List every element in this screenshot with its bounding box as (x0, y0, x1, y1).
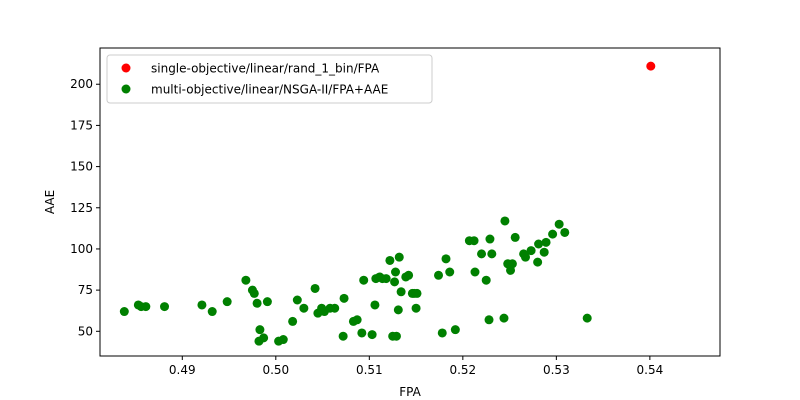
data-point-s1-43 (391, 331, 401, 341)
data-point-s1-59 (469, 236, 479, 246)
data-point-s1-21 (310, 283, 320, 293)
data-point-s1-18 (288, 316, 298, 326)
y-axis: 50 75 100 125 150 175 200 (70, 77, 100, 338)
data-point-s1-34 (370, 300, 380, 310)
data-point-s1-82 (560, 227, 570, 237)
legend-box (106, 54, 433, 104)
data-point-s1-13 (255, 325, 265, 335)
data-point-s1-81 (554, 219, 564, 229)
data-point-s1-5 (197, 300, 207, 310)
x-tick-label-0: 0.49 (169, 363, 196, 377)
x-tick-label-3: 0.52 (449, 363, 476, 377)
data-point-s1-80 (548, 229, 558, 239)
data-point-s1-72 (510, 232, 520, 242)
data-point-s1-83 (582, 313, 592, 323)
legend-label-multi-objective: multi-objective/linear/NSGA-II/FPA+AAE (151, 83, 388, 97)
data-point-s1-76 (533, 257, 543, 267)
legend: single-objective/linear/rand_1_bin/FPA m… (106, 54, 433, 104)
data-point-s1-27 (338, 331, 348, 341)
data-point-s1-61 (477, 249, 487, 259)
data-point-s1-60 (470, 267, 480, 277)
data-point-s1-77 (534, 239, 544, 249)
data-point-s1-10 (249, 288, 259, 298)
data-point-s1-6 (207, 307, 217, 317)
data-point-s1-54 (437, 328, 447, 338)
data-point-s1-41 (390, 277, 400, 287)
data-point-s1-48 (404, 270, 414, 280)
data-point-s1-8 (241, 275, 251, 285)
data-point-s0-0 (646, 61, 656, 71)
data-point-s1-15 (262, 297, 272, 307)
data-point-s1-75 (526, 246, 536, 256)
data-point-s1-26 (330, 303, 340, 313)
x-axis-label: FPA (399, 385, 421, 399)
y-tick-label-1: 75 (78, 283, 93, 297)
y-tick-label-2: 100 (70, 242, 93, 256)
data-point-s1-31 (357, 328, 367, 338)
data-point-s1-38 (381, 274, 391, 284)
y-tick-label-5: 175 (70, 118, 93, 132)
y-tick-label-4: 150 (70, 160, 93, 174)
y-tick-label-0: 50 (78, 324, 93, 338)
data-point-s1-78 (539, 247, 549, 257)
x-tick-label-1: 0.50 (262, 363, 289, 377)
x-tick-label-4: 0.53 (543, 363, 570, 377)
data-point-s1-66 (499, 313, 509, 323)
data-point-s1-51 (411, 303, 421, 313)
data-point-s1-30 (352, 315, 362, 325)
x-axis: 0.49 0.50 0.51 0.52 0.53 0.54 (169, 356, 663, 377)
data-point-s1-65 (487, 249, 497, 259)
data-point-s1-14 (259, 333, 269, 343)
data-point-s1-3 (141, 302, 151, 312)
data-point-s1-17 (278, 335, 288, 345)
legend-label-single-objective: single-objective/linear/rand_1_bin/FPA (151, 62, 380, 76)
data-point-s1-42 (391, 267, 401, 277)
data-point-s1-19 (292, 295, 302, 305)
data-point-s1-28 (339, 293, 349, 303)
data-point-s1-32 (359, 275, 369, 285)
plot-frame (99, 47, 721, 357)
data-point-s1-45 (394, 252, 404, 262)
data-point-s1-44 (393, 305, 403, 315)
data-point-s1-67 (500, 216, 510, 226)
data-point-s1-71 (507, 259, 517, 269)
data-point-s1-57 (450, 325, 460, 335)
y-axis-label: AAE (43, 190, 57, 214)
data-point-s1-46 (396, 287, 406, 297)
y-tick-label-3: 125 (70, 201, 93, 215)
data-point-s1-7 (222, 297, 232, 307)
data-point-s1-63 (484, 315, 494, 325)
data-point-s1-33 (367, 330, 377, 340)
data-point-s1-64 (485, 234, 495, 244)
data-point-s1-20 (299, 303, 309, 313)
data-point-s1-74 (520, 252, 530, 262)
data-point-s1-0 (119, 307, 129, 317)
data-point-s1-11 (252, 298, 262, 308)
data-point-s1-4 (160, 302, 170, 312)
points-layer (119, 61, 656, 346)
data-point-s1-56 (445, 267, 455, 277)
data-point-s1-53 (434, 270, 444, 280)
x-tick-label-5: 0.54 (637, 363, 664, 377)
y-tick-label-6: 200 (70, 77, 93, 91)
data-point-s1-39 (385, 255, 395, 265)
data-point-s1-55 (441, 254, 451, 264)
data-point-s1-52 (412, 288, 422, 298)
x-tick-label-2: 0.51 (356, 363, 383, 377)
data-point-s1-79 (541, 237, 551, 247)
legend-marker-single-objective (121, 63, 131, 73)
data-point-s1-62 (481, 275, 491, 285)
legend-marker-multi-objective (121, 84, 131, 94)
